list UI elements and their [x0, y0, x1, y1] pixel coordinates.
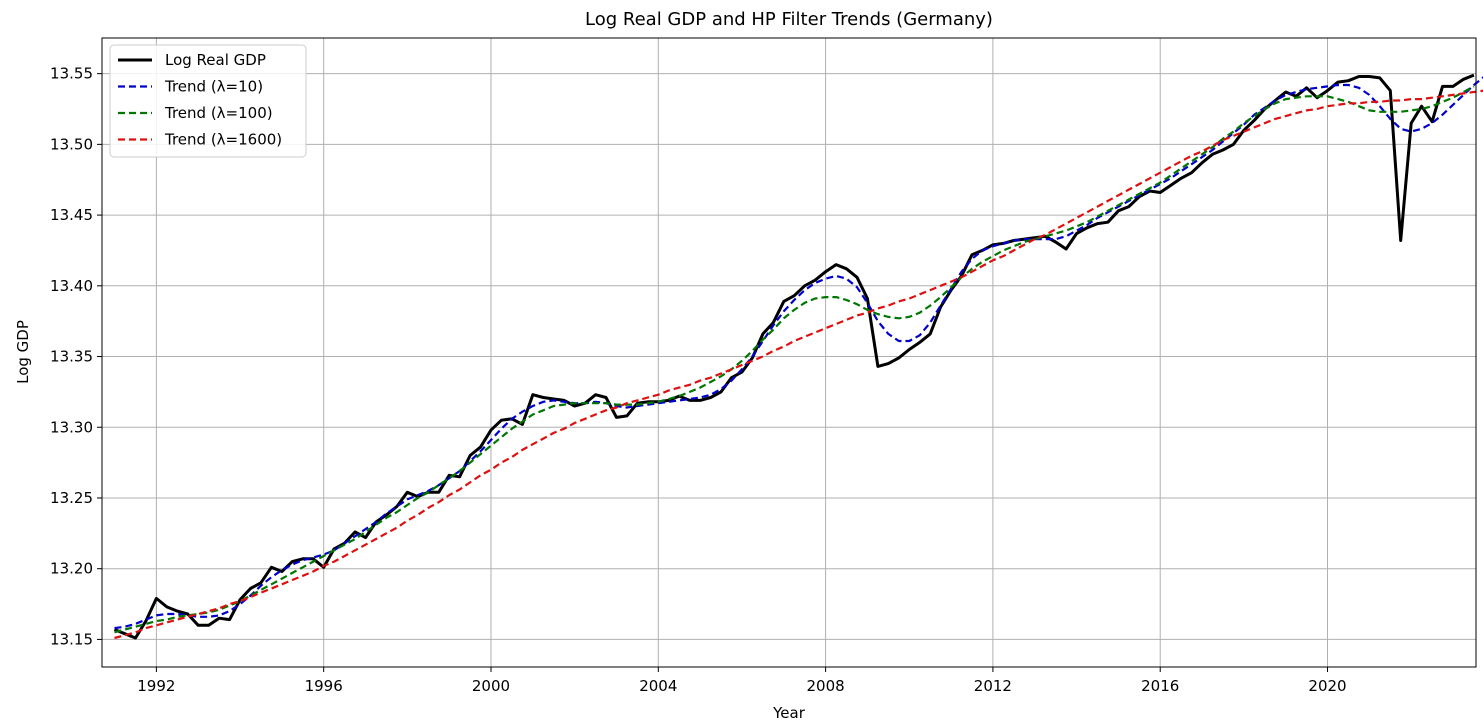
- grid: [102, 38, 1476, 667]
- y-tick-label: 13.45: [50, 206, 93, 224]
- y-tick-label: 13.25: [50, 489, 93, 507]
- x-tick-label: 1992: [137, 677, 175, 695]
- series-line-2: [114, 85, 1475, 634]
- x-tick-label: 2000: [472, 677, 510, 695]
- axis-ticks: 1992 1996 2000 2004 2008 2012 2016 2020 13.15 13.…: [50, 65, 1347, 695]
- y-tick-label: 13.50: [50, 135, 93, 153]
- y-tick-label: 13.15: [50, 630, 93, 648]
- x-tick-label: 2012: [974, 677, 1012, 695]
- legend-label: Trend (λ=10): [164, 78, 263, 96]
- legend-box: [109, 44, 307, 158]
- y-tick-label: 13.35: [50, 348, 93, 366]
- legend-items: Log Real GDP Trend (λ=10) Trend (λ=100) Tre…: [118, 51, 282, 149]
- series-line-3: [114, 89, 1483, 640]
- legend-label: Trend (λ=100): [164, 104, 273, 122]
- x-tick-label: 2016: [1141, 677, 1179, 695]
- series-group: [113, 73, 1483, 640]
- plot-frame: [101, 37, 1477, 668]
- legend: Log Real GDP Trend (λ=10) Trend (λ=100) Tre…: [109, 44, 307, 158]
- x-tick-label: 2020: [1308, 677, 1346, 695]
- series-line-0: [113, 73, 1475, 640]
- y-tick-label: 13.55: [50, 65, 93, 83]
- series-line-1: [114, 76, 1483, 630]
- legend-label: Log Real GDP: [165, 51, 266, 69]
- x-tick-label: 2004: [639, 677, 677, 695]
- y-tick-label: 13.30: [50, 418, 93, 436]
- y-tick-label: 13.40: [50, 277, 93, 295]
- x-tick-label: 1996: [305, 677, 343, 695]
- chart-title: Log Real GDP and HP Filter Trends (Germa…: [585, 9, 993, 30]
- y-tick-label: 13.20: [50, 560, 93, 578]
- x-axis-label: Year: [772, 704, 806, 722]
- y-axis-label: Log GDP: [14, 320, 32, 384]
- x-tick-label: 2008: [807, 677, 845, 695]
- legend-label: Trend (λ=1600): [164, 131, 282, 149]
